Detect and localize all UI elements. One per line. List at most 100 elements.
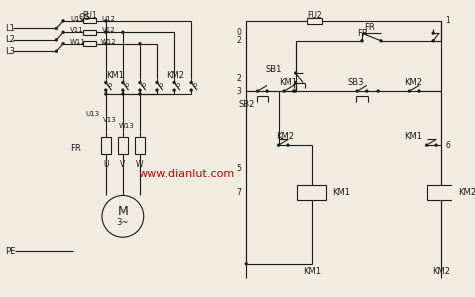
Circle shape <box>286 144 289 147</box>
Circle shape <box>55 38 58 41</box>
Text: KM1: KM1 <box>303 267 321 276</box>
Text: KM1: KM1 <box>332 188 351 197</box>
Circle shape <box>190 81 193 84</box>
Text: SB3: SB3 <box>347 78 364 87</box>
Text: KM1: KM1 <box>106 71 124 80</box>
Text: KM1: KM1 <box>404 132 422 141</box>
Text: FU2: FU2 <box>307 11 322 20</box>
Circle shape <box>122 92 124 95</box>
Text: 6: 6 <box>446 141 450 150</box>
Bar <box>427 185 455 200</box>
Circle shape <box>435 144 437 147</box>
Circle shape <box>361 40 363 42</box>
Text: U11: U11 <box>70 16 85 22</box>
Text: o: o <box>124 82 129 89</box>
Circle shape <box>104 42 107 45</box>
Text: W12: W12 <box>101 39 116 45</box>
Bar <box>101 137 111 154</box>
Text: KM2: KM2 <box>404 78 422 87</box>
Bar <box>84 18 96 23</box>
Circle shape <box>432 40 435 42</box>
Text: 1: 1 <box>446 16 450 25</box>
Text: SB1: SB1 <box>266 65 282 74</box>
Text: V: V <box>120 160 125 169</box>
Circle shape <box>173 81 176 84</box>
Circle shape <box>102 195 144 237</box>
Circle shape <box>294 90 297 92</box>
Circle shape <box>365 90 368 92</box>
Text: FR: FR <box>70 143 81 153</box>
Text: KM2: KM2 <box>166 71 184 80</box>
Text: o: o <box>142 82 146 89</box>
Circle shape <box>294 72 297 75</box>
Circle shape <box>156 81 159 84</box>
Bar <box>84 30 96 35</box>
Bar <box>307 18 322 24</box>
Text: KM2: KM2 <box>432 267 450 276</box>
Text: o: o <box>193 82 197 89</box>
Circle shape <box>104 19 107 22</box>
Text: FR: FR <box>357 29 367 38</box>
Circle shape <box>380 40 382 42</box>
Circle shape <box>283 90 285 92</box>
Circle shape <box>122 89 124 91</box>
Text: KM1: KM1 <box>279 78 297 87</box>
Circle shape <box>122 31 124 34</box>
Circle shape <box>139 89 142 91</box>
Text: W11: W11 <box>69 39 85 45</box>
Text: 5: 5 <box>237 165 241 173</box>
Text: www.dianlut.com: www.dianlut.com <box>138 169 235 179</box>
Text: V12: V12 <box>102 27 115 33</box>
Text: L3: L3 <box>5 47 15 56</box>
Circle shape <box>190 89 193 91</box>
Text: QS: QS <box>79 12 91 22</box>
Text: SB2: SB2 <box>238 100 255 109</box>
Circle shape <box>294 81 297 84</box>
Circle shape <box>139 42 142 45</box>
Text: PE: PE <box>5 247 16 256</box>
Circle shape <box>104 81 107 84</box>
Text: M: M <box>117 205 128 218</box>
Text: U: U <box>103 160 108 169</box>
Text: W13: W13 <box>118 123 134 129</box>
Circle shape <box>156 89 159 91</box>
Circle shape <box>139 92 142 95</box>
Text: FU1: FU1 <box>82 11 97 20</box>
Bar <box>84 41 96 46</box>
Circle shape <box>55 27 58 30</box>
Circle shape <box>104 31 107 34</box>
Circle shape <box>55 50 58 53</box>
Text: V11: V11 <box>70 27 84 33</box>
Text: KM2: KM2 <box>276 132 294 141</box>
Text: 7: 7 <box>237 188 241 197</box>
Circle shape <box>266 90 268 92</box>
Text: o: o <box>159 82 163 89</box>
Circle shape <box>425 144 428 147</box>
Circle shape <box>62 19 65 22</box>
Circle shape <box>418 90 420 92</box>
Circle shape <box>277 144 280 147</box>
Bar <box>297 185 326 200</box>
Text: FR: FR <box>364 23 375 32</box>
Text: V13: V13 <box>103 116 116 123</box>
Circle shape <box>139 81 142 84</box>
Text: U12: U12 <box>102 16 115 22</box>
Text: L1: L1 <box>5 24 15 33</box>
Circle shape <box>256 90 259 92</box>
Text: 3: 3 <box>237 87 241 96</box>
Text: o: o <box>107 82 112 89</box>
Text: 3~: 3~ <box>117 219 129 228</box>
Text: L2: L2 <box>5 35 15 44</box>
Circle shape <box>122 81 124 84</box>
Circle shape <box>408 90 411 92</box>
Text: KM2: KM2 <box>458 188 475 197</box>
Circle shape <box>104 92 107 95</box>
Circle shape <box>292 90 295 92</box>
Text: U13: U13 <box>85 111 99 117</box>
Text: W: W <box>136 160 144 169</box>
Circle shape <box>377 90 380 92</box>
Circle shape <box>104 89 107 91</box>
Circle shape <box>62 31 65 34</box>
Circle shape <box>245 262 247 265</box>
Text: 2: 2 <box>237 74 241 83</box>
